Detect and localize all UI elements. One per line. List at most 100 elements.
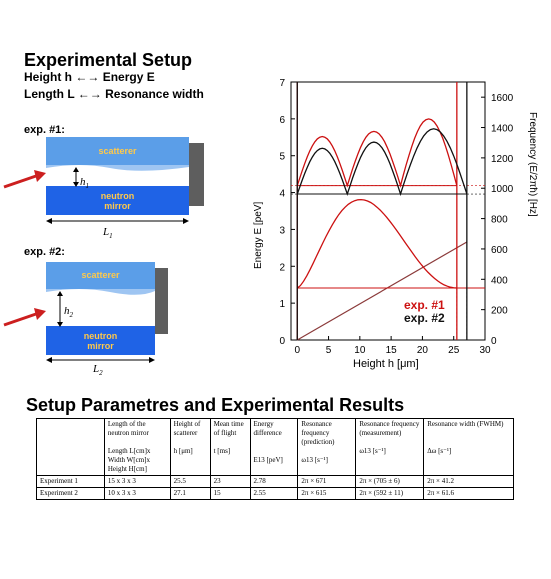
arrowhead-icon	[57, 322, 63, 327]
x-tick-label: 0	[294, 345, 300, 356]
table-cell: 2π × 61.6	[423, 487, 514, 500]
relation-right: Energy E	[102, 70, 155, 84]
plot-ylabel-left: Energy E [peV]	[253, 201, 264, 269]
plot-ylabel-right: Frequency (E/2πħ) [Hz]	[527, 112, 538, 217]
x-tick-label: 25	[448, 345, 460, 356]
y-tick-label: 3	[279, 225, 285, 236]
y-tick-label: 2	[279, 262, 285, 273]
neutron-beam-arrow	[3, 174, 37, 189]
table-header-cell: Resonance width (FWHM) Δω [s⁻¹]	[423, 418, 514, 476]
arrowhead-icon	[73, 182, 79, 187]
plot-xlabel: Height h [μm]	[353, 358, 419, 370]
y2-tick-label: 0	[491, 336, 497, 347]
relation-length-width: Length L ←→ Resonance width	[24, 87, 204, 101]
relation-left: Height h	[24, 70, 72, 84]
plot-frame	[290, 81, 486, 341]
y-tick-label: 1	[279, 299, 285, 310]
table-cell: 27.1	[169, 487, 211, 500]
table-cell: 15 x 3 x 3	[103, 475, 171, 488]
scatterer-label: scatterer	[81, 270, 120, 280]
table-header-cell: Length of the neutron mirror Length L[cm]…	[103, 418, 171, 476]
y2-tick-label: 1400	[491, 124, 514, 135]
exp1-h-label: h1	[80, 176, 89, 191]
neutron-beam-arrow	[3, 312, 37, 327]
table-cell: 2.78	[249, 475, 299, 488]
exp1-l-label: L1	[103, 226, 113, 241]
y-tick-label: 7	[279, 78, 285, 89]
rough-surface	[46, 165, 189, 171]
table-cell: 2π × 41.2	[423, 475, 514, 488]
y2-tick-label: 800	[491, 215, 508, 226]
table-cell: 2π × (705 ± 6)	[355, 475, 425, 488]
table-cell: 2π × 671	[297, 475, 357, 488]
arrowhead-icon	[149, 357, 155, 363]
arrowhead-icon	[73, 167, 79, 172]
x-tick-label: 15	[386, 345, 398, 356]
y-tick-label: 6	[279, 115, 285, 126]
exp2-neutron-mirror: neutron mirror	[46, 326, 155, 355]
exp1-label: exp. #1:	[24, 124, 65, 136]
relation-right: Resonance width	[105, 87, 204, 101]
double-arrow-icon: ←→	[77, 87, 102, 101]
exp2-h-label: h2	[64, 305, 73, 320]
mirror-label-1: neutron	[100, 191, 135, 201]
section-title-setup: Experimental Setup	[24, 50, 193, 70]
x-tick-label: 30	[479, 345, 491, 356]
table-header-row: Length of the neutron mirror Length L[cm]…	[36, 418, 514, 476]
arrowhead-icon	[34, 170, 46, 182]
arrowhead-icon	[34, 308, 46, 320]
y2-tick-label: 400	[491, 275, 508, 286]
table-cell: 2.55	[249, 487, 299, 500]
rough-surface	[46, 289, 155, 295]
relation-left: Length L	[24, 87, 75, 101]
gravity-potential-line	[296, 241, 468, 341]
exp1-absorber	[189, 143, 204, 206]
results-table: Length of the neutron mirror Length L[cm]…	[36, 418, 514, 500]
table-header-cell: Energy difference E13 [peV]	[249, 418, 299, 476]
section-title-results: Setup Parametres and Experimental Result…	[26, 395, 405, 415]
exp2-absorber	[155, 268, 168, 334]
x-tick-label: 5	[326, 345, 332, 356]
table-cell: Experiment 2	[36, 487, 105, 500]
y-tick-label: 4	[279, 189, 285, 200]
table-cell: Experiment 1	[36, 475, 105, 488]
x-tick-label: 10	[354, 345, 366, 356]
table-cell: 23	[209, 475, 251, 488]
y-tick-label: 5	[279, 152, 285, 163]
y2-tick-label: 600	[491, 245, 508, 256]
y2-tick-label: 1000	[491, 184, 514, 195]
x-tick-label: 20	[417, 345, 429, 356]
excited-wavefunction	[296, 118, 458, 188]
double-arrow-icon: ←→	[75, 70, 100, 84]
exp1-neutron-mirror: neutron mirror	[46, 186, 189, 215]
table-header-cell: Resonance frequency (prediction) ω13 [s⁻¹…	[297, 418, 357, 476]
table-header-cell: Height of scatterer h [μm]	[169, 418, 211, 476]
mirror-label-2: mirror	[104, 201, 131, 211]
table-header-cell	[36, 418, 105, 476]
mirror-label-1: neutron	[83, 331, 118, 341]
exp2-scatterer: scatterer	[46, 262, 155, 289]
ground-wavefunction	[296, 198, 457, 289]
exp1-scatterer: scatterer	[46, 137, 189, 165]
table-row: Experiment 2 10 x 3 x 3 27.1 15 2.55 2π …	[36, 487, 514, 500]
arrowhead-icon	[46, 357, 52, 363]
table-cell: 10 x 3 x 3	[103, 487, 171, 500]
exp2-l-label: L2	[93, 363, 103, 378]
table-header-cell: Mean time of flight t [ms]	[209, 418, 251, 476]
relation-height-energy: Height h ←→ Energy E	[24, 70, 155, 84]
exp2-label: exp. #2:	[24, 246, 65, 258]
scatterer-label: scatterer	[98, 146, 137, 156]
arrowhead-icon	[183, 218, 189, 224]
table-cell: 15	[209, 487, 251, 500]
table-cell: 25.5	[169, 475, 211, 488]
table-row: Experiment 1 15 x 3 x 3 25.5 23 2.78 2π …	[36, 475, 514, 488]
table-header-cell: Resonance frequency (measurement) ω13 [s⁻…	[355, 418, 425, 476]
y-tick-label: 0	[279, 336, 285, 347]
y2-tick-label: 200	[491, 306, 508, 317]
y2-tick-label: 1600	[491, 93, 514, 104]
table-cell: 2π × 615	[297, 487, 357, 500]
arrowhead-icon	[46, 218, 52, 224]
y2-tick-label: 1200	[491, 154, 514, 165]
